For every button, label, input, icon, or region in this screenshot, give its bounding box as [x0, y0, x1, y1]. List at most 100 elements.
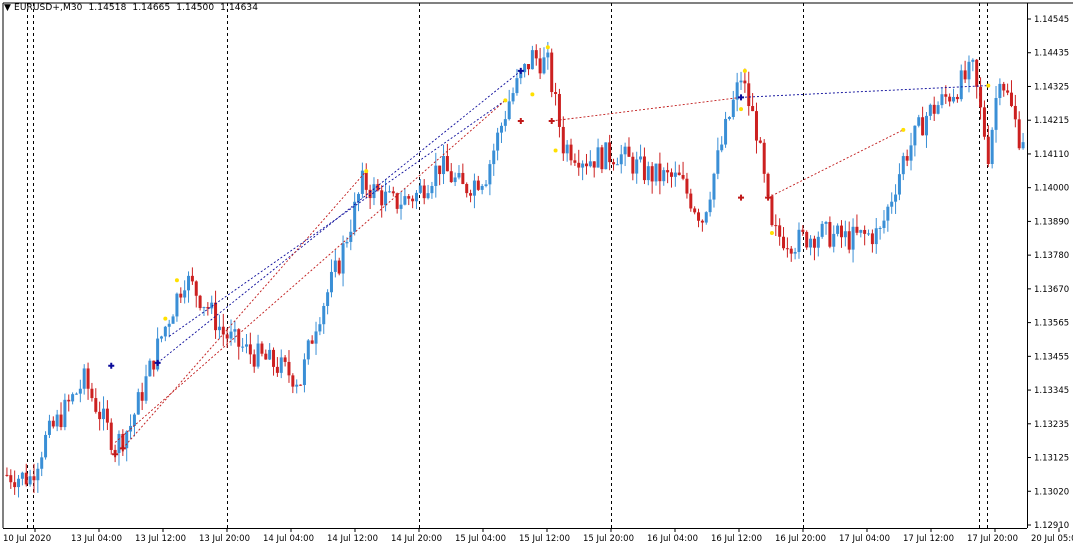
candle-body — [534, 50, 538, 59]
candle-body — [442, 156, 446, 175]
candle-body — [322, 305, 326, 325]
candle-body — [519, 72, 523, 79]
candle-body — [32, 476, 36, 481]
x-tick-label: 15 Jul 04:00 — [455, 534, 506, 544]
candle-body — [179, 293, 183, 298]
candle-body — [144, 376, 148, 401]
candle-body — [971, 59, 975, 62]
candle-body — [302, 359, 306, 386]
sell-marker — [765, 194, 772, 201]
price-scale[interactable]: 1.14545 1.14435 1.14325 1.14215 1.14110 1.140… — [1027, 15, 1069, 531]
candle-body — [5, 474, 9, 476]
candle-body — [175, 293, 179, 317]
signal-lines — [114, 70, 989, 449]
candle-body — [932, 104, 936, 114]
candle-body — [581, 163, 585, 168]
candle-body — [654, 163, 658, 182]
candle-body — [724, 118, 728, 145]
candle-body — [98, 411, 102, 420]
candle-body — [762, 142, 766, 174]
candle-body — [1013, 105, 1017, 120]
candle-body — [457, 172, 461, 178]
candle-body — [928, 104, 932, 116]
candle-body — [148, 360, 152, 377]
candle-body — [592, 161, 596, 168]
candle-body — [820, 223, 824, 237]
candle-body — [63, 399, 67, 428]
candle-body — [604, 142, 608, 170]
low-price: 1.14500 — [176, 3, 215, 13]
candle-body — [484, 184, 488, 186]
candle-body — [793, 251, 797, 254]
sell-marker — [738, 194, 745, 201]
candle-body — [194, 281, 198, 296]
sell-marker — [517, 117, 524, 124]
candle-body — [163, 326, 167, 337]
candle-body — [206, 307, 210, 309]
candle-body — [948, 96, 952, 102]
candle-body — [979, 86, 983, 108]
candle-body — [612, 162, 616, 165]
target-marker — [364, 169, 369, 174]
candle-body — [940, 94, 944, 106]
buy-marker — [517, 67, 524, 74]
candle-body — [480, 185, 484, 190]
x-tick-label: 20 Jul 05:00 — [1031, 534, 1073, 544]
candle-body — [241, 346, 245, 348]
candle-body — [685, 178, 689, 194]
candle-body — [789, 248, 793, 254]
x-tick-label: 10 Jul 2020 — [3, 534, 51, 544]
candle-body — [341, 243, 345, 274]
candle-body — [982, 107, 986, 137]
candle-body — [13, 482, 17, 488]
y-tick-label: 1.13235 — [1034, 420, 1069, 430]
signal-markers — [108, 45, 991, 458]
candle-body — [237, 329, 241, 347]
candle-body — [669, 172, 673, 177]
candle-body — [1002, 83, 1006, 91]
candle-body — [766, 173, 770, 197]
candle-body — [708, 199, 712, 213]
target-marker — [174, 278, 179, 283]
candle-body — [631, 156, 635, 174]
candle-body — [364, 170, 368, 190]
candle-body — [67, 399, 71, 402]
candle-body — [635, 159, 639, 174]
candle-body — [28, 476, 32, 485]
candle-body — [9, 475, 13, 483]
candle-body — [210, 302, 214, 309]
x-tick-label: 13 Jul 12:00 — [135, 534, 186, 544]
candle-body — [967, 61, 971, 80]
sell-signal-line — [114, 99, 506, 443]
candle-body — [538, 58, 542, 74]
candle-body — [20, 472, 24, 479]
chevron-down-icon[interactable]: ▼ — [4, 3, 12, 13]
candle-body — [453, 177, 457, 183]
candle-body — [17, 478, 21, 488]
sell-marker — [119, 445, 126, 452]
x-tick-label: 17 Jul 20:00 — [967, 534, 1018, 544]
candle-body — [275, 366, 279, 373]
candle-body — [666, 170, 670, 173]
candle-body — [832, 233, 836, 247]
y-tick-label: 1.12910 — [1034, 521, 1069, 531]
candle-body — [619, 154, 623, 165]
candle-body — [244, 344, 248, 347]
candle-body — [55, 414, 59, 427]
candle-body — [136, 392, 140, 415]
candle-body — [357, 193, 361, 202]
x-tick-label: 16 Jul 04:00 — [647, 534, 698, 544]
candle-body — [82, 368, 86, 389]
candle-body — [496, 132, 500, 151]
candle-body — [747, 83, 751, 107]
candle-body — [333, 260, 337, 272]
candle-body — [283, 357, 287, 362]
y-tick-label: 1.13890 — [1034, 217, 1069, 227]
candle-body — [878, 227, 882, 229]
candle-body — [492, 150, 496, 165]
candle-body — [693, 208, 697, 213]
time-scale[interactable]: 10 Jul 2020 13 Jul 04:00 13 Jul 12:00 13 Ju… — [3, 528, 1073, 544]
y-tick-label: 1.14215 — [1034, 116, 1069, 126]
